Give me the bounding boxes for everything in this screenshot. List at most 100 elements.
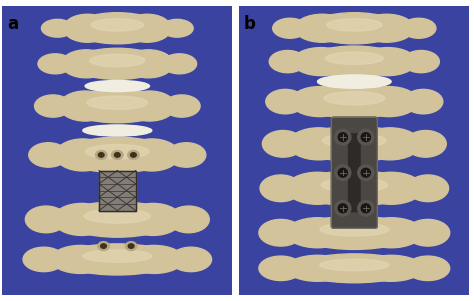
Ellipse shape: [266, 89, 305, 114]
Ellipse shape: [272, 97, 299, 111]
Ellipse shape: [128, 150, 139, 160]
Ellipse shape: [291, 87, 349, 116]
Ellipse shape: [83, 250, 152, 262]
Ellipse shape: [315, 20, 393, 41]
Ellipse shape: [305, 223, 403, 247]
Circle shape: [358, 129, 374, 145]
FancyBboxPatch shape: [331, 117, 377, 228]
Ellipse shape: [163, 95, 200, 117]
Ellipse shape: [71, 48, 163, 79]
Ellipse shape: [98, 153, 104, 157]
Ellipse shape: [84, 209, 150, 223]
Circle shape: [335, 129, 351, 145]
Ellipse shape: [41, 19, 73, 37]
Text: a: a: [7, 15, 18, 33]
Ellipse shape: [266, 182, 295, 199]
Ellipse shape: [260, 175, 301, 202]
Ellipse shape: [305, 260, 403, 281]
Ellipse shape: [265, 227, 296, 243]
Ellipse shape: [32, 214, 61, 230]
Ellipse shape: [404, 89, 443, 114]
Ellipse shape: [401, 18, 436, 38]
Circle shape: [358, 200, 374, 216]
Ellipse shape: [275, 57, 301, 70]
Ellipse shape: [321, 178, 387, 192]
Ellipse shape: [162, 54, 197, 74]
Ellipse shape: [269, 51, 306, 73]
Ellipse shape: [73, 145, 162, 170]
Bar: [99, 170, 136, 210]
Ellipse shape: [90, 54, 145, 67]
Ellipse shape: [51, 245, 110, 273]
Ellipse shape: [412, 227, 443, 243]
Ellipse shape: [46, 25, 69, 36]
Ellipse shape: [325, 52, 383, 64]
Ellipse shape: [38, 54, 73, 74]
Ellipse shape: [318, 75, 391, 88]
FancyBboxPatch shape: [348, 134, 360, 212]
Ellipse shape: [412, 263, 443, 278]
Ellipse shape: [166, 25, 188, 36]
Circle shape: [361, 168, 370, 177]
Ellipse shape: [60, 244, 175, 275]
Ellipse shape: [406, 219, 450, 246]
Ellipse shape: [87, 96, 148, 109]
Ellipse shape: [327, 19, 382, 31]
Circle shape: [338, 168, 347, 177]
Ellipse shape: [360, 172, 422, 204]
Ellipse shape: [308, 178, 401, 203]
Ellipse shape: [413, 182, 442, 199]
Ellipse shape: [74, 97, 160, 120]
Ellipse shape: [130, 153, 137, 157]
Ellipse shape: [125, 242, 137, 250]
Ellipse shape: [62, 50, 111, 78]
Circle shape: [338, 204, 347, 213]
Ellipse shape: [64, 14, 111, 42]
Circle shape: [358, 165, 374, 181]
Ellipse shape: [273, 18, 307, 38]
Ellipse shape: [402, 51, 439, 73]
Ellipse shape: [98, 242, 109, 250]
Ellipse shape: [259, 219, 302, 246]
Ellipse shape: [25, 206, 67, 233]
Ellipse shape: [167, 143, 206, 167]
Ellipse shape: [124, 91, 175, 121]
Ellipse shape: [114, 153, 120, 157]
Ellipse shape: [85, 80, 149, 92]
Ellipse shape: [35, 150, 62, 165]
Ellipse shape: [125, 203, 182, 235]
Ellipse shape: [174, 214, 203, 230]
Circle shape: [338, 133, 347, 141]
Circle shape: [335, 200, 351, 216]
Circle shape: [361, 204, 370, 213]
Ellipse shape: [125, 245, 183, 273]
Ellipse shape: [297, 254, 412, 283]
Ellipse shape: [359, 14, 414, 42]
Ellipse shape: [168, 206, 209, 233]
Ellipse shape: [408, 57, 434, 70]
Ellipse shape: [80, 20, 155, 41]
Ellipse shape: [67, 89, 168, 123]
Ellipse shape: [43, 60, 67, 72]
Ellipse shape: [71, 209, 164, 234]
Ellipse shape: [286, 255, 349, 281]
Ellipse shape: [406, 256, 450, 281]
Ellipse shape: [278, 24, 302, 36]
Ellipse shape: [73, 13, 161, 44]
Ellipse shape: [95, 150, 107, 160]
Ellipse shape: [407, 175, 448, 202]
Ellipse shape: [100, 244, 106, 248]
Ellipse shape: [286, 172, 349, 204]
Bar: [99, 170, 136, 210]
Ellipse shape: [91, 19, 144, 31]
Ellipse shape: [55, 139, 110, 171]
Ellipse shape: [292, 48, 349, 76]
Ellipse shape: [359, 87, 418, 116]
Ellipse shape: [169, 102, 194, 115]
Ellipse shape: [128, 244, 134, 248]
Ellipse shape: [86, 144, 149, 159]
Ellipse shape: [308, 13, 400, 44]
Ellipse shape: [320, 223, 389, 236]
Ellipse shape: [161, 19, 193, 37]
Ellipse shape: [360, 255, 422, 281]
